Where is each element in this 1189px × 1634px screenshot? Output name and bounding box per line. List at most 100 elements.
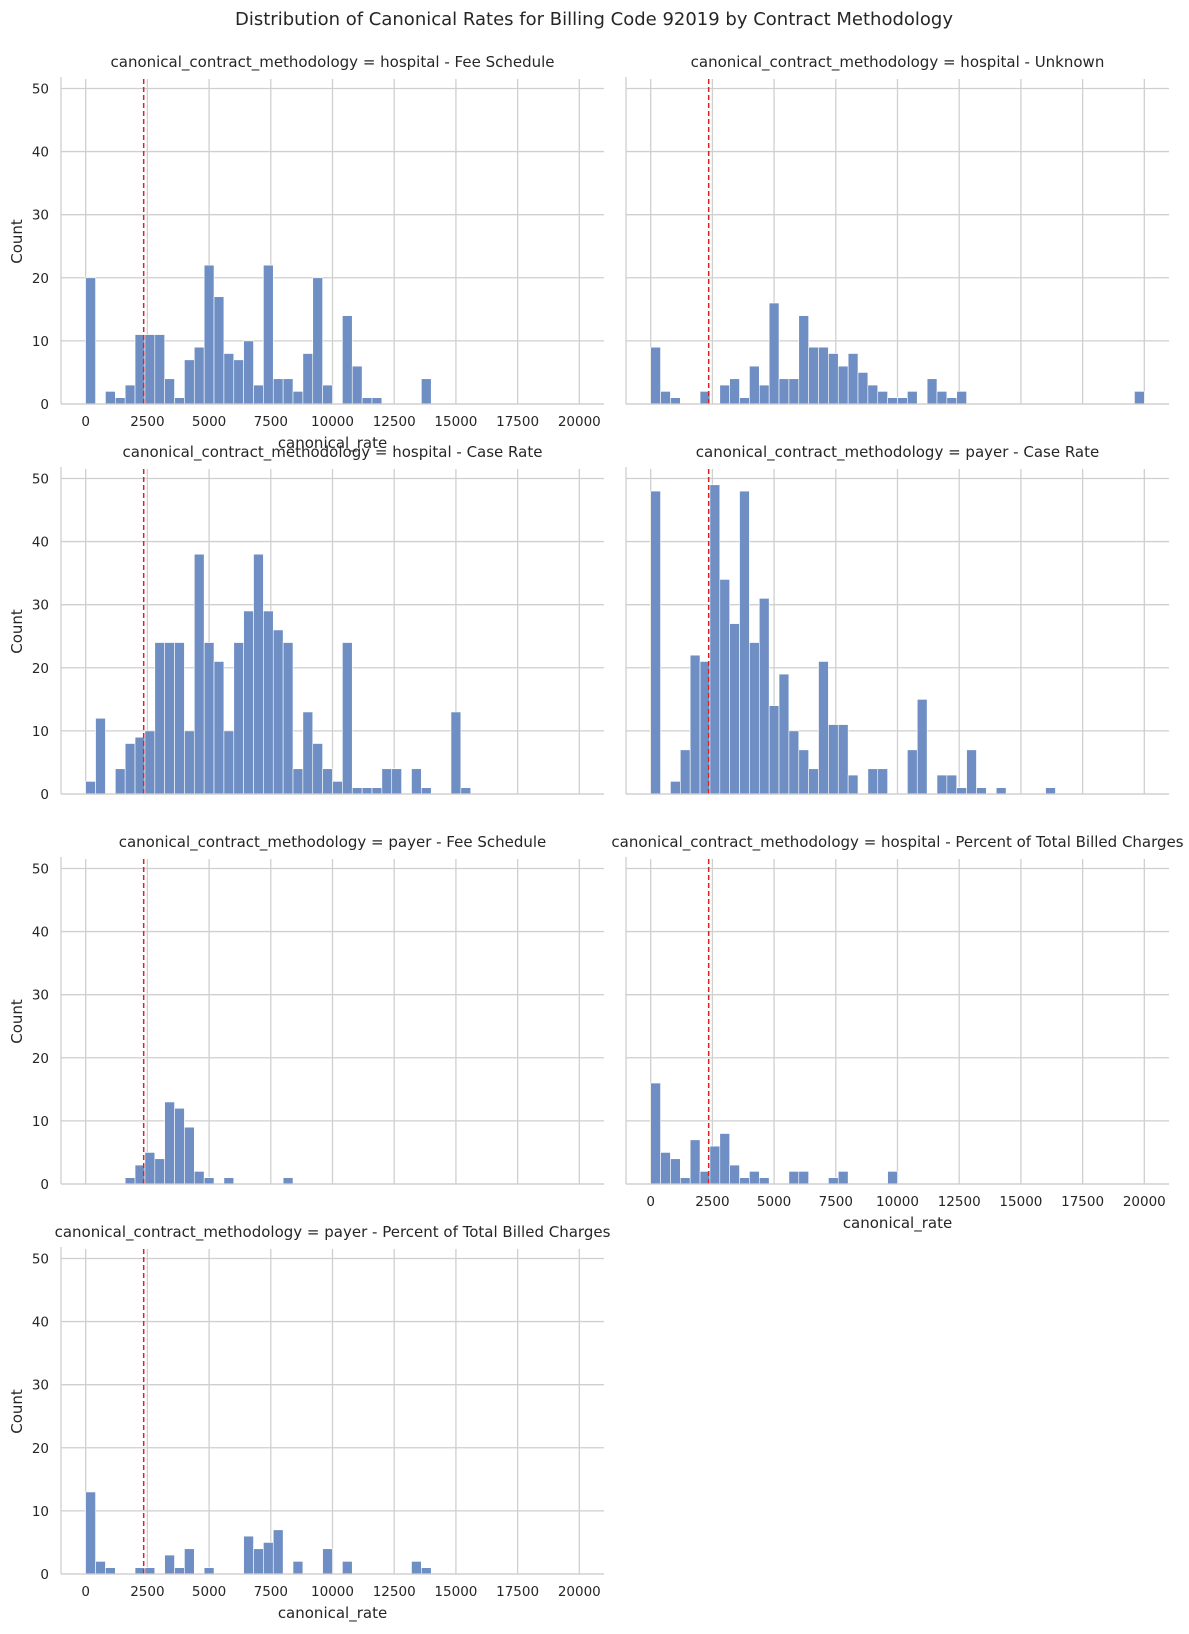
x-axis-label: canonical_rate bbox=[278, 1604, 387, 1623]
histogram-bar bbox=[174, 642, 185, 795]
histogram-bar bbox=[946, 397, 958, 405]
histogram-bar bbox=[272, 1529, 284, 1575]
histogram-bar bbox=[768, 705, 780, 795]
histogram-bar bbox=[233, 359, 244, 405]
y-tick-label: 50 bbox=[32, 1251, 49, 1267]
histogram-bar bbox=[263, 1542, 274, 1575]
histogram-bar bbox=[660, 1152, 671, 1185]
histogram-bar bbox=[788, 1171, 800, 1185]
histogram-bar bbox=[729, 378, 740, 405]
histogram-bar bbox=[749, 365, 760, 405]
histogram-bar bbox=[670, 1158, 681, 1185]
y-tick-label: 40 bbox=[32, 145, 49, 161]
histogram-bar bbox=[867, 768, 879, 795]
panel-7: canonical_contract_methodology = payer -… bbox=[8, 1223, 611, 1623]
histogram-bar bbox=[1134, 391, 1145, 405]
histogram-bar bbox=[758, 598, 770, 795]
histogram-bar bbox=[818, 346, 829, 405]
histogram-bar bbox=[808, 768, 819, 795]
histogram-bar bbox=[203, 264, 215, 405]
x-tick-label: 5000 bbox=[192, 414, 226, 430]
histogram-bar bbox=[193, 1171, 205, 1185]
histogram-bar bbox=[421, 787, 432, 795]
x-tick-label: 20000 bbox=[558, 414, 601, 430]
histogram-bar bbox=[184, 359, 195, 405]
x-tick-label: 17500 bbox=[496, 1584, 539, 1600]
histogram-bar bbox=[411, 768, 422, 795]
y-axis-label: Count bbox=[8, 999, 26, 1044]
histogram-bar bbox=[371, 397, 383, 405]
histogram-bar bbox=[460, 787, 472, 795]
panel-4: canonical_contract_methodology = payer -… bbox=[625, 443, 1169, 795]
histogram-bar bbox=[342, 1561, 353, 1575]
histogram-bar bbox=[115, 397, 126, 405]
histogram-bar bbox=[361, 397, 373, 405]
y-tick-label: 20 bbox=[32, 661, 49, 677]
histogram-bar bbox=[411, 1561, 422, 1575]
histogram-bar bbox=[322, 384, 333, 405]
histogram-bar bbox=[719, 579, 730, 795]
panels-container: canonical_contract_methodology = hospita… bbox=[8, 53, 1184, 1623]
histogram-bar bbox=[837, 365, 849, 405]
histogram-bar bbox=[263, 610, 274, 795]
x-tick-label: 15000 bbox=[434, 414, 477, 430]
x-tick-label: 7500 bbox=[254, 1584, 288, 1600]
histogram-bar bbox=[758, 1177, 770, 1185]
histogram-bar bbox=[650, 1082, 661, 1185]
histogram-bar bbox=[778, 673, 790, 795]
histogram-bar bbox=[887, 397, 898, 405]
x-tick-label: 17500 bbox=[1061, 1194, 1104, 1210]
panel-6: canonical_contract_methodology = hospita… bbox=[611, 833, 1183, 1233]
histogram-bar bbox=[85, 781, 96, 795]
y-tick-label: 10 bbox=[32, 334, 49, 350]
histogram-bar bbox=[936, 391, 948, 405]
histogram-bar bbox=[223, 353, 235, 405]
histogram-bar bbox=[956, 391, 967, 405]
histogram-bar bbox=[450, 711, 462, 795]
histogram-bar bbox=[749, 642, 760, 795]
x-tick-label: 0 bbox=[81, 1584, 90, 1600]
histogram-bar bbox=[105, 391, 116, 405]
histogram-bar bbox=[223, 1177, 235, 1185]
x-tick-label: 17500 bbox=[496, 414, 539, 430]
x-tick-label: 12500 bbox=[938, 1194, 981, 1210]
histogram-bar bbox=[213, 661, 225, 795]
histogram-bar bbox=[907, 391, 918, 405]
histogram-bar bbox=[758, 384, 770, 405]
panel-3: canonical_contract_methodology = hospita… bbox=[8, 443, 604, 803]
histogram-bar bbox=[233, 642, 244, 795]
histogram-bar bbox=[115, 768, 126, 795]
histogram-bar bbox=[223, 730, 235, 795]
histogram-bar bbox=[322, 768, 333, 795]
histogram-bar bbox=[124, 1177, 136, 1185]
y-tick-label: 40 bbox=[32, 925, 49, 941]
histogram-bar bbox=[421, 1567, 432, 1575]
histogram-bar bbox=[243, 610, 254, 795]
x-axis-label: canonical_rate bbox=[278, 434, 387, 453]
x-tick-label: 7500 bbox=[254, 414, 288, 430]
y-tick-label: 40 bbox=[32, 535, 49, 551]
histogram-bar bbox=[302, 711, 314, 795]
histogram-bar bbox=[877, 391, 888, 405]
x-tick-label: 2500 bbox=[130, 1584, 164, 1600]
histogram-bar bbox=[719, 1133, 730, 1185]
histogram-bar bbox=[391, 768, 402, 795]
histogram-bar bbox=[85, 1491, 96, 1575]
panel-title: canonical_contract_methodology = payer -… bbox=[696, 443, 1099, 462]
panel-1: canonical_contract_methodology = hospita… bbox=[8, 53, 604, 453]
histogram-bar bbox=[272, 378, 284, 405]
y-tick-label: 20 bbox=[32, 1441, 49, 1457]
histogram-bar bbox=[729, 623, 740, 795]
histogram-bar bbox=[847, 774, 859, 795]
histogram-bar bbox=[263, 264, 274, 405]
histogram-bar bbox=[381, 768, 393, 795]
panel-title: canonical_contract_methodology = payer -… bbox=[119, 833, 547, 852]
x-tick-label: 10000 bbox=[876, 1194, 919, 1210]
histogram-bar bbox=[679, 749, 691, 795]
histogram-bar bbox=[342, 642, 353, 795]
histogram-bar bbox=[164, 642, 175, 795]
histogram-bar bbox=[867, 384, 879, 405]
histogram-bar bbox=[144, 1567, 156, 1575]
histogram-bar bbox=[312, 277, 323, 405]
